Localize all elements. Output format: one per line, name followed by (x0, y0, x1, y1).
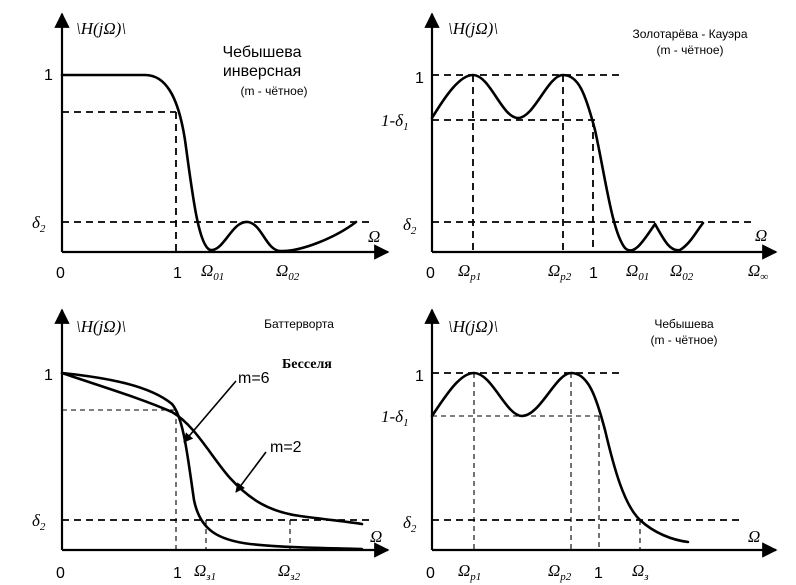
p4-delta2: δ2 (403, 513, 417, 535)
p2-one-minus-delta: 1-δ1 (381, 111, 409, 133)
p1-y-label: \H(jΩ)\ (76, 19, 126, 38)
p1-x-zero: 0 (56, 265, 65, 282)
p1-title-line-2: инверсная (223, 63, 301, 80)
p2-omega-inf: Ω∞ (748, 261, 768, 283)
p3-arrow-m6 (183, 380, 237, 443)
p3-arrow-m2 (235, 451, 267, 493)
p1-title-line-3: (m - чётное) (240, 84, 307, 98)
p1-delta2: δ2 (32, 213, 46, 235)
p1-omega01: Ω01 (201, 261, 224, 283)
p3-omega31: Ωз1 (194, 561, 216, 583)
p4-response-curve (430, 371, 690, 544)
p3-x-zero: 0 (56, 565, 65, 582)
panel-chebyshev-inverse: Чебышева инверсная (m - чётное) \H(jΩ)\ … (32, 12, 390, 283)
p3-title: Баттерворта (264, 317, 334, 331)
p2-title-line-2: (m - чётное) (656, 43, 723, 57)
p4-title-line-2: (m - чётное) (650, 333, 717, 347)
p4-y-label: \H(jΩ)\ (448, 317, 498, 336)
p2-x-zero: 0 (426, 265, 435, 282)
p1-title-line-1: Чебышева (223, 44, 302, 61)
p3-curve-m2 (60, 371, 364, 526)
p4-omega-p1: Ωp1 (458, 561, 481, 583)
p1-x-label: Ω (368, 227, 380, 246)
p2-delta2: δ2 (403, 215, 417, 237)
p2-omega01: Ω01 (626, 261, 649, 283)
p4-title-line-1: Чебышева (654, 317, 714, 331)
p3-x-label: Ω (370, 527, 382, 546)
p4-y-one: 1 (415, 368, 424, 385)
p2-y-one: 1 (415, 70, 424, 87)
p3-omega32: Ωз2 (278, 561, 301, 583)
p4-one-minus-delta: 1-δ1 (381, 407, 409, 429)
p2-response-curve (430, 73, 705, 252)
p3-y-one: 1 (44, 367, 53, 384)
p4-omega-p2: Ωp2 (548, 561, 572, 583)
p1-response-curve (60, 73, 358, 253)
p3-y-label: \H(jΩ)\ (76, 317, 126, 336)
panel-zolotarev-cauer: Золотарёва - Кауэра (m - чётное) \H(jΩ)\… (381, 12, 778, 283)
p1-x-one: 1 (173, 265, 182, 282)
p3-label-m2: m=2 (270, 439, 302, 456)
panel-chebyshev: Чебышева (m - чётное) \H(jΩ)\ Ω 1 1-δ1 δ… (381, 308, 778, 583)
p3-delta2: δ2 (32, 511, 46, 533)
p2-title-line-1: Золотарёва - Кауэра (632, 27, 747, 41)
p2-omega-p2: Ωp2 (548, 261, 572, 283)
p2-x-one: 1 (589, 265, 598, 282)
p4-x-one: 1 (594, 565, 603, 582)
p3-overlay-text: Бесселя (282, 357, 332, 372)
p3-curve-m6 (60, 371, 364, 551)
p1-y-one: 1 (44, 67, 53, 84)
p3-x-one: 1 (173, 565, 182, 582)
p1-omega02: Ω02 (276, 261, 300, 283)
p4-x-zero: 0 (426, 565, 435, 582)
p4-x-label: Ω (748, 527, 760, 546)
p3-label-m6: m=6 (238, 370, 270, 387)
p2-omega-p1: Ωp1 (458, 261, 481, 283)
p2-x-label: Ω (755, 226, 767, 245)
p2-y-label: \H(jΩ)\ (448, 19, 498, 38)
panel-butterworth: Баттерворта Бесселя m=6 m=2 \H(jΩ)\ Ω 1 … (32, 308, 390, 583)
p2-omega02: Ω02 (670, 261, 694, 283)
p4-omega3: Ωз (632, 561, 649, 583)
